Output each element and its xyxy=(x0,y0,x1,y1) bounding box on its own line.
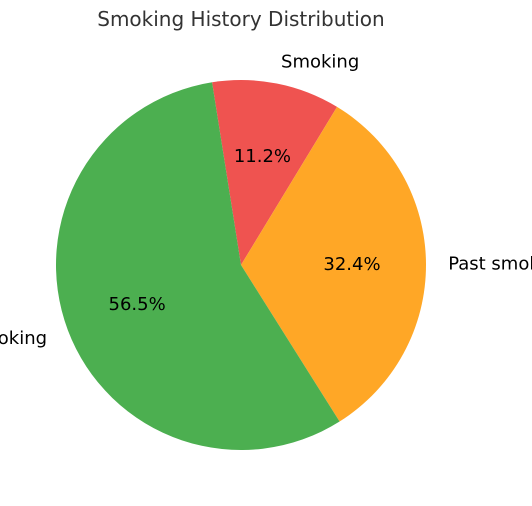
pie-slice-smoking xyxy=(212,80,338,265)
slice-label-no-smoking: No smoking xyxy=(0,328,47,349)
slice-percent-no-smoking: 56.5% xyxy=(109,294,166,315)
pie-labels: Smoking 11.2% Past smoking 32.4% No smoking 5… xyxy=(0,52,532,349)
chart-title: Smoking History Distribution xyxy=(97,7,384,31)
slice-label-smoking: Smoking xyxy=(281,52,359,73)
pie-slice-no-smoking xyxy=(55,82,340,451)
slice-percent-smoking: 11.2% xyxy=(234,146,291,167)
slice-label-past-smoking: Past smoking xyxy=(448,253,532,274)
pie-slice-past-smoking xyxy=(241,106,426,422)
slice-percent-past-smoking: 32.4% xyxy=(323,254,380,275)
pie-slices xyxy=(55,80,426,451)
